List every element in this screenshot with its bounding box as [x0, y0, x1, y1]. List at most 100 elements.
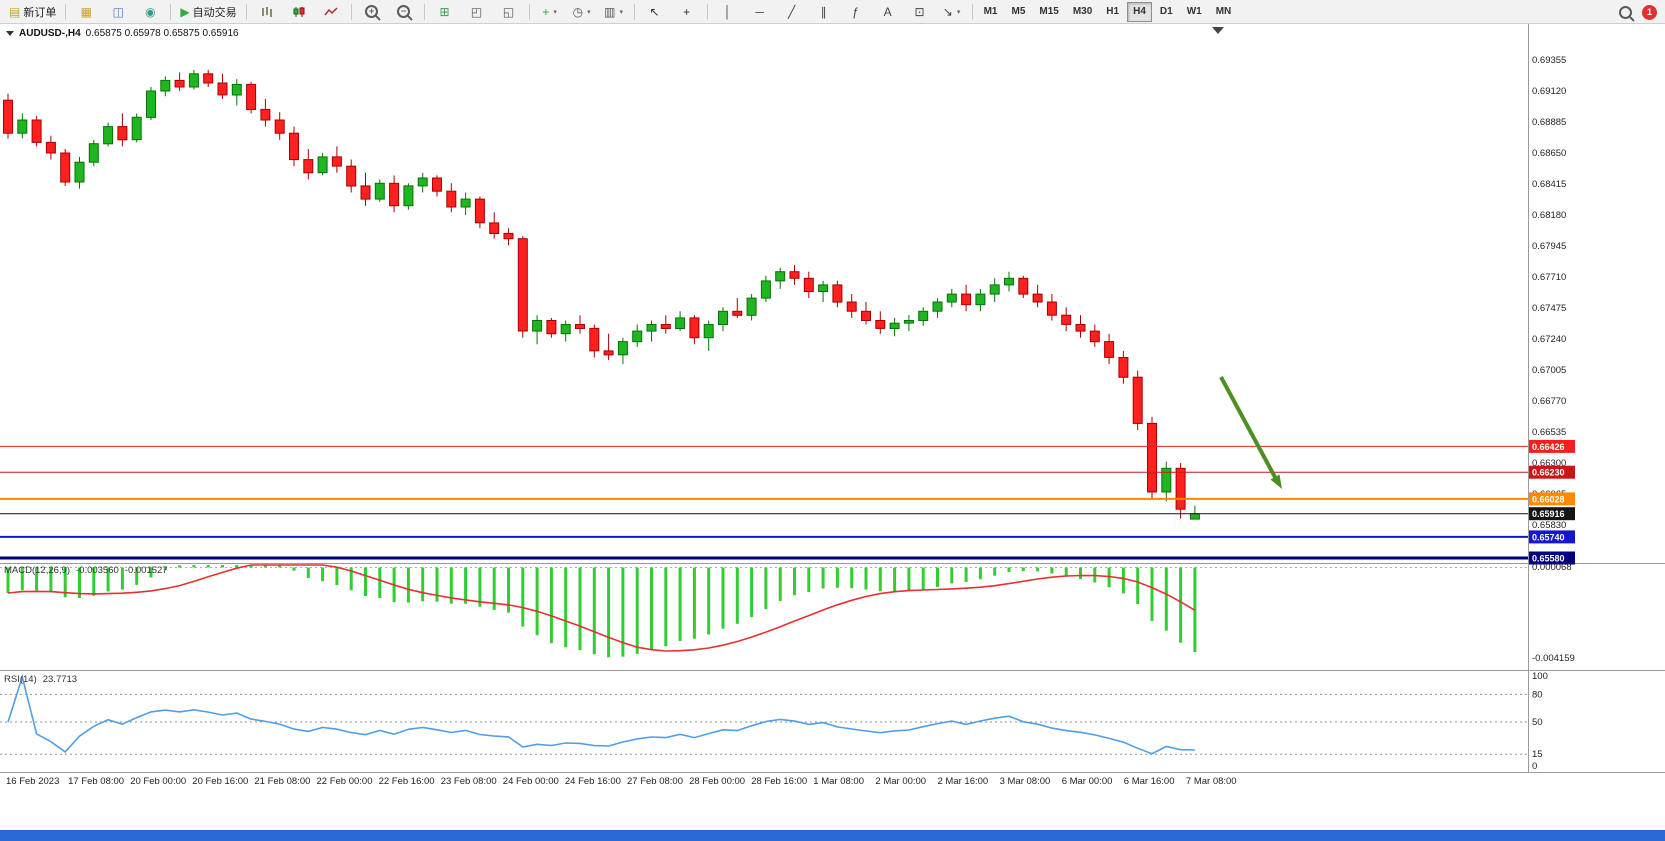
timeframe-m5-button[interactable]: M5 [1011, 6, 1026, 17]
arrows-caret-icon: ▾ [956, 8, 961, 16]
bar-chart-button[interactable] [252, 1, 282, 23]
notification-badge[interactable]: 1 [1642, 4, 1657, 20]
macd-panel[interactable]: 0.000068 -0.004159 [0, 562, 1575, 664]
autotrading-button-label: 自动交易 [192, 6, 237, 19]
autotrading-button[interactable]: ▶ 自动交易 [176, 1, 240, 23]
fibonacci-button[interactable]: ƒ [841, 1, 871, 23]
price-tag-0.65916 [1529, 507, 1575, 521]
svg-text:1 Mar 08:00: 1 Mar 08:00 [813, 776, 864, 787]
autotrading-icon: ▶ [180, 4, 190, 19]
svg-text:0.67005: 0.67005 [1532, 365, 1566, 376]
svg-text:6 Mar 00:00: 6 Mar 00:00 [1062, 776, 1113, 787]
cascade-windows-button[interactable]: ◰ [462, 1, 492, 23]
tile-vertical-icon: ◱ [502, 4, 515, 19]
timeframe-m30-button[interactable]: M30 [1072, 6, 1093, 17]
svg-text:24 Feb 00:00: 24 Feb 00:00 [503, 776, 559, 787]
text-label-button[interactable]: ⊡ [905, 1, 935, 23]
tile-windows-button[interactable]: ⊞ [430, 1, 460, 23]
navigator-button[interactable]: ◉ [135, 1, 165, 23]
svg-text:28 Feb 00:00: 28 Feb 00:00 [689, 776, 745, 787]
symbol-dropdown-icon[interactable] [6, 31, 14, 36]
periods-button[interactable]: ◷ ▾ [567, 1, 597, 23]
price-tag-0.66230 [1529, 465, 1575, 479]
market-watch-button[interactable]: ◫ [103, 1, 133, 23]
svg-text:0: 0 [1532, 761, 1537, 772]
crosshair-button[interactable]: + [672, 1, 702, 23]
toolbar-separator [633, 3, 635, 20]
navigator-icon: ◉ [145, 4, 156, 19]
timeframe-h1-button[interactable]: H1 [1106, 6, 1120, 17]
trendline-button[interactable]: ╱ [777, 1, 807, 23]
candlestick-chart-button[interactable] [284, 1, 314, 23]
trendline-icon: ╱ [787, 4, 796, 19]
search-icon[interactable] [1619, 5, 1632, 19]
chart-ohlc-values: 0.65875 0.65978 0.65875 0.65916 [85, 28, 239, 39]
toolbar-separator [65, 3, 67, 20]
rsi-panel[interactable]: 100 80 50 150 [0, 671, 1548, 772]
channel-button[interactable]: ∥ [809, 1, 839, 23]
bar-chart-icon [261, 6, 272, 17]
time-axis[interactable]: 16 Feb 2023 17 Feb 08:00 20 Feb 00:00 20 Fe… [6, 776, 1237, 787]
arrows-button[interactable]: ↘ ▾ [937, 1, 967, 23]
timeframe-h4-button[interactable]: H4 [1127, 1, 1152, 22]
periods-icon: ◷ [572, 4, 584, 19]
new-order-button[interactable]: ▤ 新订单 [5, 1, 60, 23]
status-bar [0, 830, 1665, 841]
svg-text:0.68885: 0.68885 [1532, 117, 1566, 128]
timeframe-m15-button[interactable]: M15 [1039, 6, 1059, 17]
toolbar-separator [706, 3, 708, 20]
macd-main-value: -0.003560 [76, 565, 119, 576]
svg-text:0.66770: 0.66770 [1532, 396, 1566, 407]
timeframe-mn-button[interactable]: MN [1215, 6, 1232, 17]
svg-text:0.67475: 0.67475 [1532, 303, 1566, 314]
toolbar-separator [528, 3, 530, 20]
vertical-line-button[interactable]: │ [713, 1, 743, 23]
svg-text:0.68650: 0.68650 [1532, 148, 1566, 159]
price-axis[interactable]: 0.69355 0.69120 0.68885 0.68650 0.68415 0.681… [1532, 55, 1566, 531]
zoom-out-button[interactable]: − [389, 1, 419, 23]
svg-text:0.68180: 0.68180 [1532, 210, 1566, 221]
chart-shift-marker[interactable] [1212, 27, 1224, 34]
tile-vertical-button[interactable]: ◱ [494, 1, 524, 23]
charts-profile-icon: ▦ [80, 4, 93, 19]
text-label-icon: ⊡ [914, 4, 925, 19]
toolbar-separator [350, 3, 352, 20]
arrow-annotation[interactable] [1219, 376, 1282, 489]
price-tag-0.66426 [1529, 439, 1575, 453]
cursor-icon: ↖ [649, 4, 660, 19]
svg-text:23 Feb 08:00: 23 Feb 08:00 [441, 776, 497, 787]
toolbar-separator [971, 3, 973, 20]
svg-text:0.67240: 0.67240 [1532, 334, 1566, 345]
horizontal-line-icon: ─ [755, 4, 764, 19]
templates-icon: ▥ [604, 4, 616, 19]
timeframe-w1-button[interactable]: W1 [1186, 6, 1202, 17]
indicators-button[interactable]: + ▾ [535, 1, 565, 23]
market-watch-icon: ◫ [112, 4, 125, 19]
indicators-caret-icon: ▾ [553, 8, 557, 16]
toolbar-separator [423, 3, 425, 20]
rsi-name: RSI(14) [4, 674, 37, 685]
toolbar-separator [245, 3, 247, 20]
svg-text:20 Feb 16:00: 20 Feb 16:00 [192, 776, 248, 787]
timeframe-m1-button[interactable]: M1 [983, 6, 998, 17]
timeframe-d1-button[interactable]: D1 [1159, 6, 1173, 17]
macd-signal-line [7, 564, 1196, 652]
svg-text:15: 15 [1532, 749, 1543, 760]
line-chart-button[interactable] [316, 1, 346, 23]
rsi-value: 23.7713 [42, 674, 78, 685]
templates-button[interactable]: ▥ ▾ [599, 1, 629, 23]
vertical-line-icon: │ [723, 4, 732, 19]
toolbar-separator [170, 3, 172, 20]
zoom-in-button[interactable]: + [357, 1, 387, 23]
charts-profile-button[interactable]: ▦ [71, 1, 101, 23]
svg-text:-0.004159: -0.004159 [1532, 653, 1575, 664]
macd-name: MACD(12,26,9) [4, 565, 70, 576]
text-button[interactable]: A [873, 1, 903, 23]
cursor-button[interactable]: ↖ [640, 1, 670, 23]
toolbar: ▤ 新订单 ▦ ◫ ◉ ▶ 自动交易 + − ⊞ ◰ ◱ + ▾ ◷ ▾ ▥ ▾ ↖ + │ ─ ╱ ∥ ƒ A ⊡ ↘ ▾ M1 M5 M1… [0, 0, 1665, 24]
horizontal-line-button[interactable]: ─ [745, 1, 775, 23]
svg-text:3 Mar 08:00: 3 Mar 08:00 [1000, 776, 1051, 787]
svg-text:27 Feb 08:00: 27 Feb 08:00 [627, 776, 683, 787]
